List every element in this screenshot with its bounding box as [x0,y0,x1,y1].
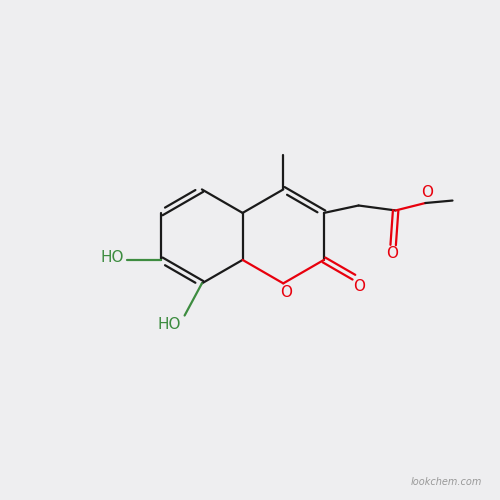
Text: O: O [280,285,291,300]
Text: lookchem.com: lookchem.com [411,478,482,488]
Text: HO: HO [157,317,180,332]
Text: O: O [422,184,434,200]
Text: HO: HO [100,250,124,266]
Text: O: O [386,246,398,262]
Text: O: O [353,278,365,293]
